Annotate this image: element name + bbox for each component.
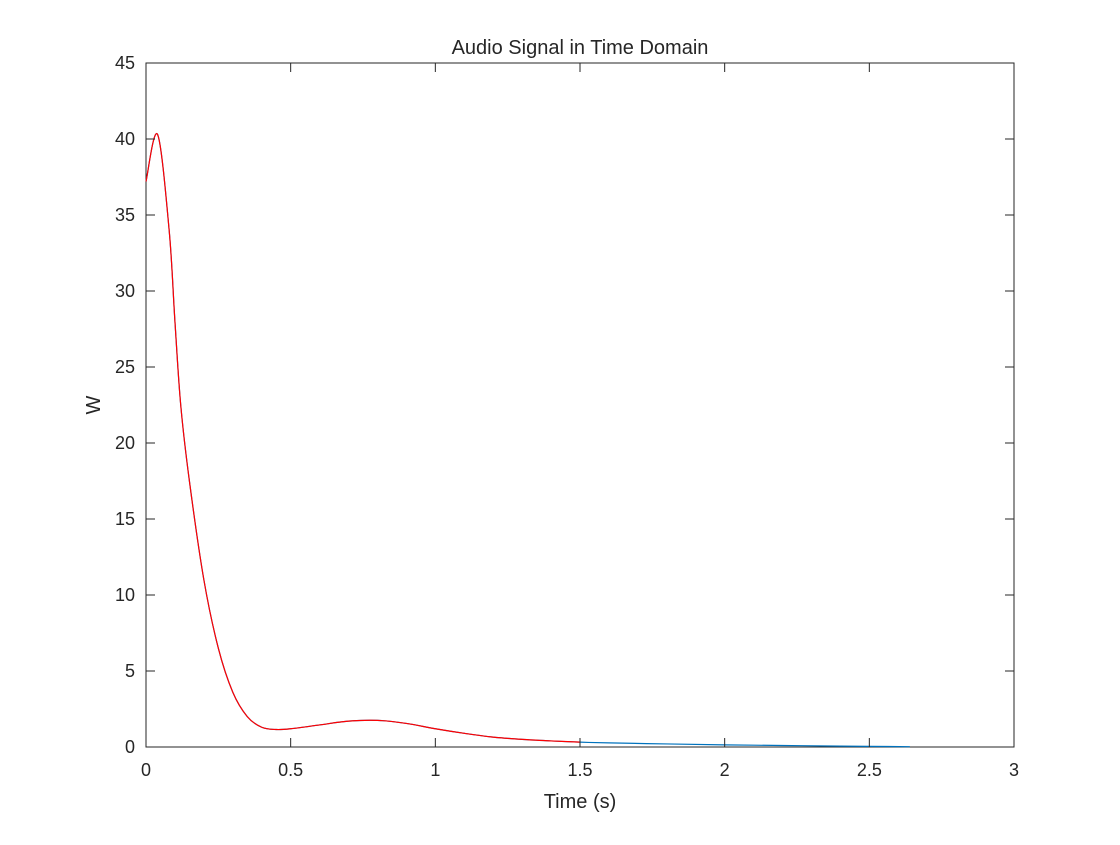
x-tick-label-4: 2 — [720, 760, 730, 780]
x-tick-label-0: 0 — [141, 760, 151, 780]
x-tick-label-3: 1.5 — [567, 760, 592, 780]
y-tick-label-6: 30 — [115, 281, 135, 301]
series-group — [145, 133, 910, 748]
y-axis-label: W — [83, 395, 105, 414]
y-tick-label-5: 25 — [115, 357, 135, 377]
plot-area: 0 0.5 1 1.5 2 2.5 3 0 5 10 15 20 25 30 35 40 45 — [115, 53, 1019, 780]
series-line-2 — [145, 133, 581, 743]
y-tick-label-1: 5 — [125, 661, 135, 681]
y-tick-label-7: 35 — [115, 205, 135, 225]
y-tick-label-3: 15 — [115, 509, 135, 529]
y-tick-label-2: 10 — [115, 585, 135, 605]
chart-title: Audio Signal in Time Domain — [452, 37, 709, 59]
y-tick-label-4: 20 — [115, 433, 135, 453]
x-ticks: 0 0.5 1 1.5 2 2.5 3 — [141, 63, 1019, 780]
y-tick-label-9: 45 — [115, 53, 135, 73]
x-tick-label-2: 1 — [430, 760, 440, 780]
y-tick-label-8: 40 — [115, 129, 135, 149]
y-tick-label-0: 0 — [125, 737, 135, 757]
x-tick-label-5: 2.5 — [857, 760, 882, 780]
y-ticks: 0 5 10 15 20 25 30 35 40 45 — [115, 53, 1014, 757]
x-tick-label-6: 3 — [1009, 760, 1019, 780]
x-tick-label-1: 0.5 — [278, 760, 303, 780]
x-axis-label: Time (s) — [544, 791, 617, 813]
axes-box — [145, 62, 1015, 748]
